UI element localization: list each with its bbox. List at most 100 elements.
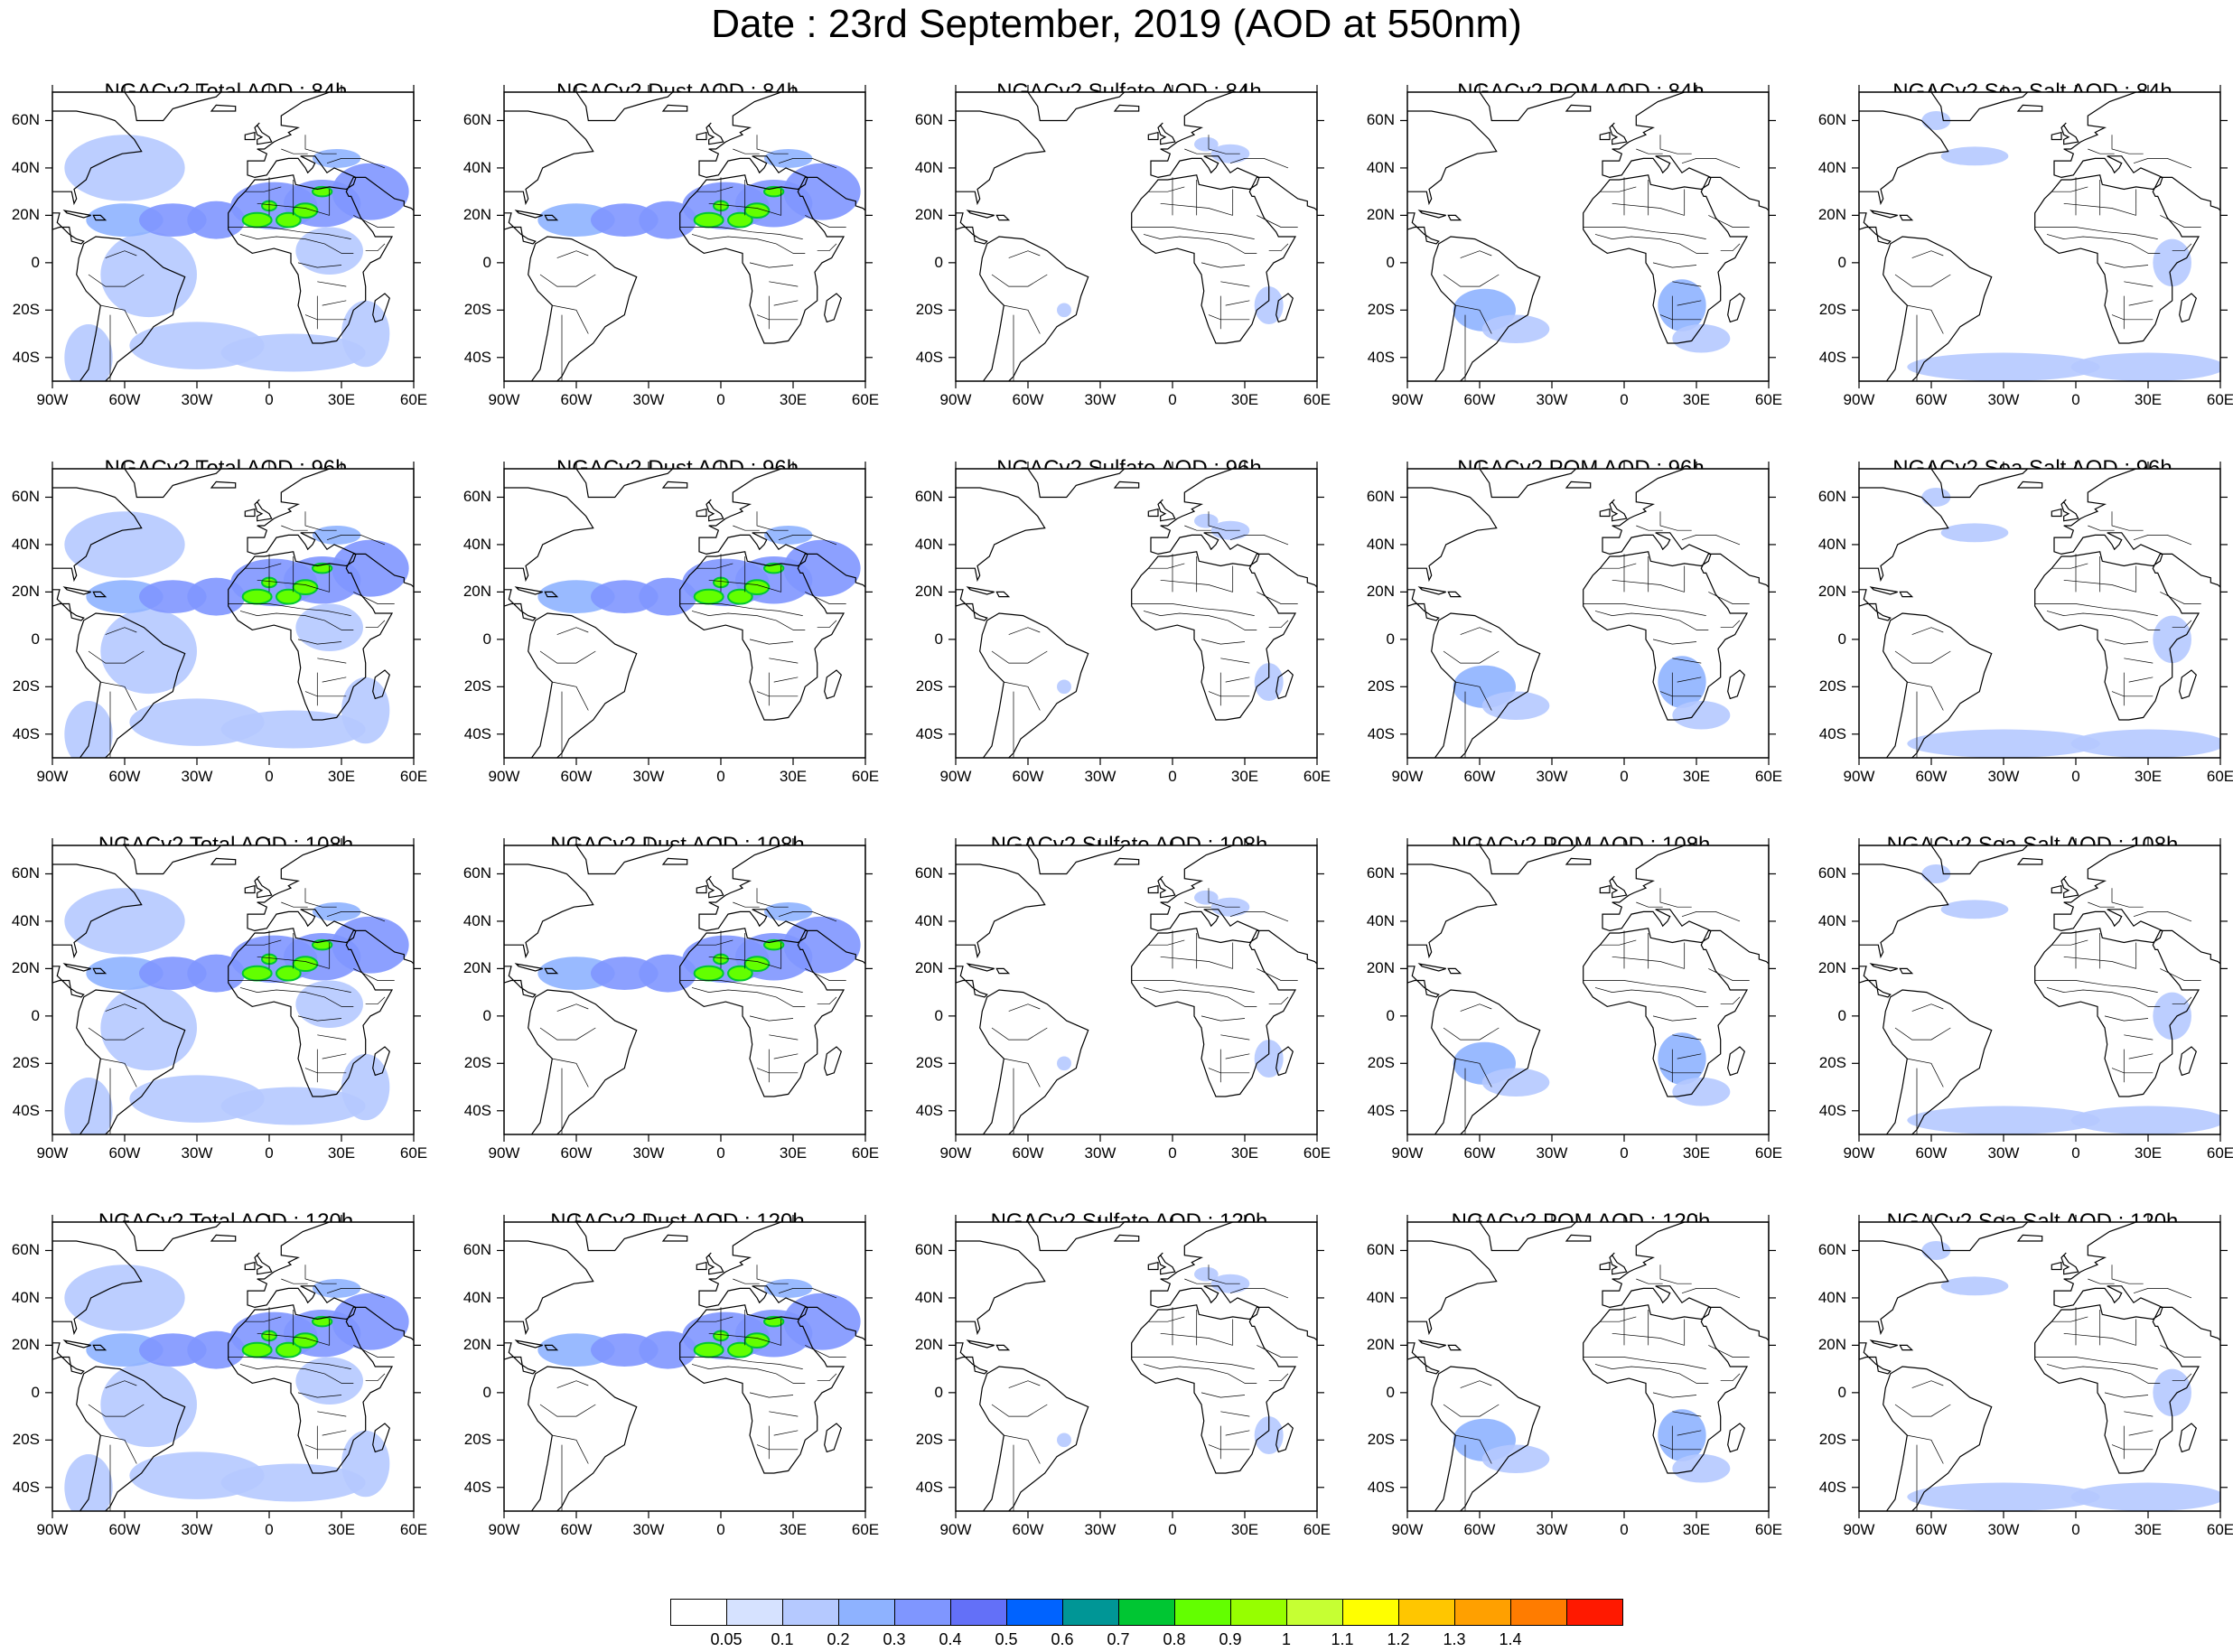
lon-tick-label: 90W <box>1391 391 1424 408</box>
lon-tick-label: 30W <box>181 1521 213 1538</box>
figure-title: Date : 23rd September, 2019 (AOD at 550n… <box>711 2 1522 46</box>
colorbar-swatch <box>1006 1599 1063 1626</box>
aod-high-shading <box>241 1341 273 1358</box>
lat-tick-label: 40S <box>12 348 40 366</box>
lon-tick-label: 90W <box>1391 1521 1424 1538</box>
country-borders <box>1894 135 2201 381</box>
lon-tick-label: 60W <box>108 391 141 408</box>
map-panel: NGACv2 Total AOD : 84h 60N 40N 20N 0 20S 40S 90… <box>0 79 452 459</box>
lon-tick-label: 0 <box>1168 1521 1177 1538</box>
aod-shading <box>1907 352 2100 381</box>
lat-tick-label: 40S <box>463 348 491 366</box>
lon-tick-label: 90W <box>1843 1144 1875 1162</box>
lat-tick-label: 40N <box>11 535 40 553</box>
country-borders <box>991 1265 1298 1511</box>
lat-tick-label: 60N <box>11 488 40 506</box>
map-panel: NGACv2 Sulfate AOD : 120h 60N 40N 20N 0 20S 40… <box>903 1209 1355 1589</box>
lon-tick-label: 60E <box>1303 1144 1331 1162</box>
aod-shading <box>220 1087 366 1125</box>
colorbar-label: 0.3 <box>883 1630 906 1648</box>
aod-shading <box>2153 1368 2191 1417</box>
colorbar-swatch <box>1174 1599 1231 1626</box>
lon-tick-label: 60E <box>2206 1144 2233 1162</box>
lat-tick-label: 60N <box>11 1241 40 1259</box>
aod-shading <box>295 1357 363 1405</box>
aod-shading <box>1658 1409 1706 1461</box>
lon-tick-label: 0 <box>1620 391 1629 408</box>
lat-tick-label: 20N <box>1366 1336 1395 1354</box>
map-panel: NGACv2 Total AOD : 108h 60N 40N 20N 0 20S 40S 9… <box>0 833 452 1212</box>
lon-tick-label: 30W <box>1084 768 1116 785</box>
lon-tick-label: 0 <box>1620 1521 1629 1538</box>
lon-tick-label: 30E <box>1682 1521 1711 1538</box>
colorbar-label: 1.2 <box>1387 1630 1410 1648</box>
aod-shading <box>1672 324 1731 353</box>
aod-shading <box>139 580 207 613</box>
aod-high-shading <box>241 588 273 605</box>
lat-tick-label: 40N <box>914 911 943 929</box>
aod-shading <box>1672 1454 1731 1483</box>
aod-shading <box>332 539 409 597</box>
lon-tick-label: 90W <box>1843 391 1875 408</box>
lat-tick-label: 0 <box>1386 253 1395 271</box>
aod-shading <box>187 201 246 239</box>
colorbar-swatch <box>950 1599 1007 1626</box>
lat-tick-label: 60N <box>1817 488 1846 506</box>
lon-tick-label: 60E <box>399 1521 428 1538</box>
country-borders <box>88 511 395 758</box>
lon-tick-label: 30E <box>1230 1521 1259 1538</box>
lat-tick-label: 0 <box>1837 253 1846 271</box>
aod-shading <box>64 1265 185 1331</box>
lat-tick-label: 0 <box>31 1006 40 1024</box>
lon-tick-label: 60W <box>108 1144 141 1162</box>
colorbar-swatch <box>838 1599 895 1626</box>
aod-shading <box>295 980 363 1028</box>
lat-tick-label: 60N <box>1817 864 1846 882</box>
lon-tick-label: 0 <box>716 391 725 408</box>
map-frame <box>503 91 866 382</box>
aod-shading <box>64 1454 113 1511</box>
lat-tick-label: 20S <box>463 301 491 319</box>
map-plot <box>497 1215 873 1518</box>
lon-tick-label: 60W <box>1012 391 1044 408</box>
aod-shading <box>332 163 409 220</box>
lat-tick-label: 40N <box>1366 911 1395 929</box>
aod-shading <box>639 954 697 993</box>
aod-shading <box>220 710 366 749</box>
map-frame <box>955 845 1318 1135</box>
lon-tick-label: 60W <box>560 1521 593 1538</box>
lon-tick-label: 60W <box>1463 768 1496 785</box>
aod-high-shading <box>693 211 724 229</box>
lat-tick-label: 20S <box>12 301 40 319</box>
lon-tick-label: 90W <box>36 391 69 408</box>
lon-tick-label: 30E <box>1682 768 1711 785</box>
lat-tick-label: 20S <box>915 677 943 695</box>
aod-shading <box>591 957 659 990</box>
country-borders <box>1443 511 1750 758</box>
aod-shading <box>1658 279 1706 331</box>
lat-tick-label: 20N <box>462 206 491 224</box>
colorbar-swatch <box>1062 1599 1119 1626</box>
map-plot <box>1400 462 1776 765</box>
aod-shading <box>341 1430 390 1498</box>
country-borders <box>1443 135 1750 381</box>
lat-tick-label: 0 <box>482 1383 491 1401</box>
lat-tick-label: 40S <box>12 1478 40 1496</box>
lat-tick-label: 40N <box>914 158 943 176</box>
lat-tick-label: 60N <box>462 111 491 129</box>
lon-tick-label: 60E <box>851 391 880 408</box>
lon-tick-label: 60E <box>1754 1144 1783 1162</box>
lon-tick-label: 60E <box>1303 391 1331 408</box>
map-panel: NGACv2 Sulfate AOD : 108h 60N 40N 20N 0 20S 40… <box>903 833 1355 1212</box>
aod-shading <box>1907 729 2100 758</box>
aod-shading <box>1921 487 1951 507</box>
aod-shading <box>1658 1032 1706 1085</box>
coastline <box>52 92 414 381</box>
aod-shading <box>332 916 409 974</box>
lat-tick-label: 40N <box>11 1288 40 1306</box>
aod-shading <box>591 1333 659 1367</box>
lat-tick-label: 40S <box>915 724 943 742</box>
lat-tick-label: 20S <box>915 1431 943 1449</box>
lon-tick-label: 30E <box>1230 768 1259 785</box>
colorbar-swatch <box>1118 1599 1175 1626</box>
